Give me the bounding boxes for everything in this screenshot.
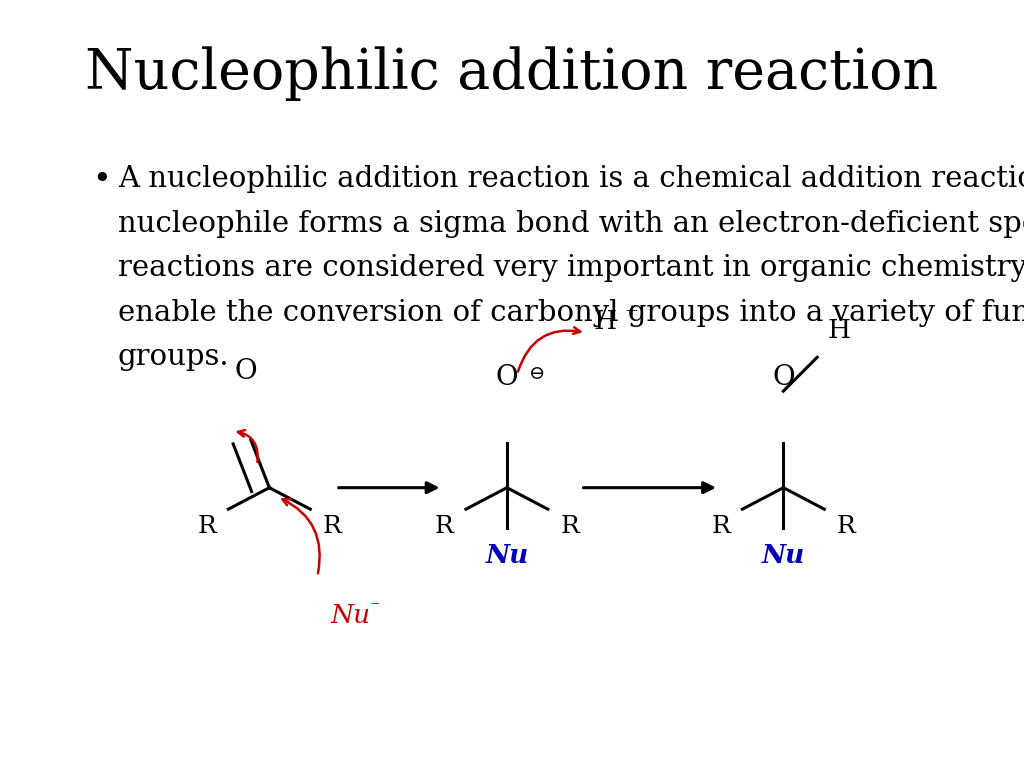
Text: Nu: Nu bbox=[485, 543, 528, 568]
Text: R: R bbox=[435, 515, 454, 538]
Text: ⊖: ⊖ bbox=[529, 366, 546, 383]
Text: R: R bbox=[323, 515, 341, 538]
FancyArrowPatch shape bbox=[584, 482, 713, 493]
FancyArrowPatch shape bbox=[283, 499, 319, 573]
Text: enable the conversion of carbonyl groups into a variety of functional: enable the conversion of carbonyl groups… bbox=[118, 299, 1024, 326]
Text: Nu: Nu bbox=[762, 543, 805, 568]
Text: R: R bbox=[712, 515, 730, 538]
Text: groups.: groups. bbox=[118, 343, 229, 371]
Text: ⁻: ⁻ bbox=[370, 599, 380, 617]
FancyArrowPatch shape bbox=[238, 430, 258, 462]
Text: A nucleophilic addition reaction is a chemical addition reaction in which a: A nucleophilic addition reaction is a ch… bbox=[118, 165, 1024, 193]
Text: O: O bbox=[234, 358, 257, 385]
Text: O: O bbox=[772, 364, 795, 391]
Text: nucleophile forms a sigma bond with an electron-deficient species. These: nucleophile forms a sigma bond with an e… bbox=[118, 210, 1024, 237]
Text: R: R bbox=[560, 515, 579, 538]
FancyArrowPatch shape bbox=[518, 327, 581, 372]
Text: reactions are considered very important in organic chemistry since they: reactions are considered very important … bbox=[118, 254, 1024, 282]
Text: Nucleophilic addition reaction: Nucleophilic addition reaction bbox=[85, 46, 939, 101]
FancyArrowPatch shape bbox=[339, 482, 436, 493]
Text: H: H bbox=[594, 309, 617, 334]
Text: Nu: Nu bbox=[331, 603, 371, 628]
Text: +: + bbox=[625, 303, 639, 320]
Text: R: R bbox=[837, 515, 855, 538]
Text: H: H bbox=[827, 319, 851, 343]
Text: •: • bbox=[92, 165, 111, 196]
Text: O: O bbox=[496, 364, 518, 391]
Text: R: R bbox=[198, 515, 216, 538]
